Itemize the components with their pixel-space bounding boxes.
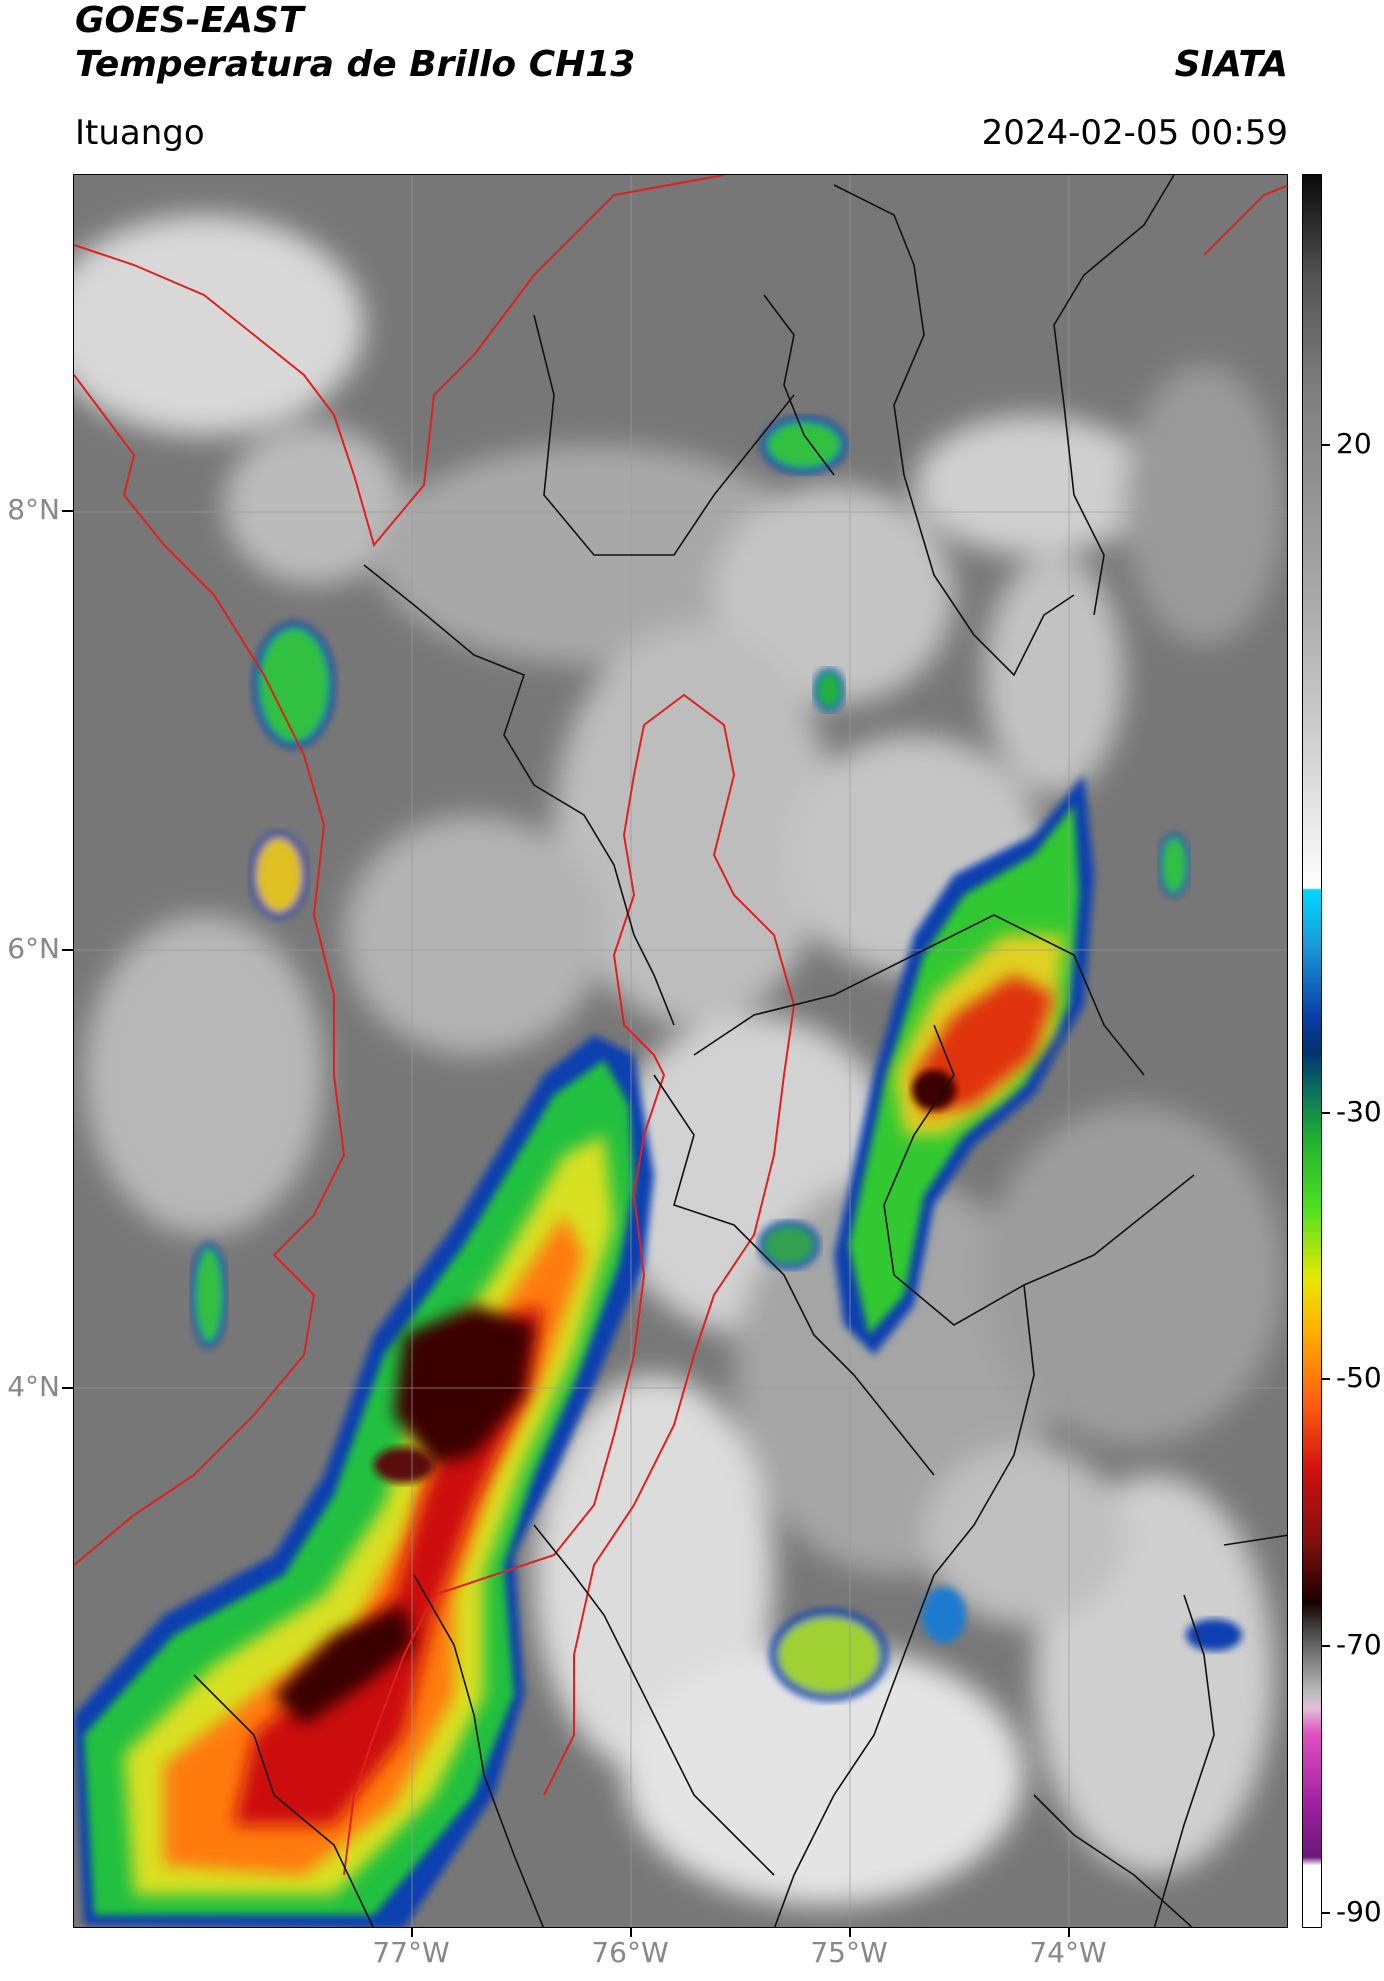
country-border [74, 175, 1287, 1876]
temperature-colorbar [1302, 174, 1322, 1928]
small-convective-cells [190, 416, 1242, 1701]
datetime-label: 2024-02-05 00:59 [981, 113, 1288, 153]
lat-label-4n: 4°N [7, 1370, 60, 1403]
lat-tick-4n [62, 1387, 73, 1389]
lon-tick-77w [411, 1928, 413, 1937]
colorbar-tick-minus90 [1322, 1912, 1330, 1914]
lon-label-74w: 74°W [1029, 1936, 1107, 1969]
lon-label-75w: 75°W [810, 1936, 888, 1969]
lon-label-76w: 76°W [591, 1936, 669, 1969]
lon-tick-76w [630, 1928, 632, 1937]
colorbar-label-minus90: -90 [1336, 1895, 1382, 1928]
lat-tick-8n [62, 510, 73, 512]
cloud-texture [74, 215, 1284, 1905]
lat-tick-6n [62, 949, 73, 951]
colorbar-label-minus50: -50 [1336, 1361, 1382, 1394]
colorbar-tick-minus30 [1322, 1112, 1330, 1114]
department-borders [193, 175, 1287, 1927]
colorbar-label-minus70: -70 [1336, 1628, 1382, 1661]
lat-label-6n: 6°N [7, 932, 60, 965]
colorbar-tick-minus50 [1322, 1378, 1330, 1380]
lon-label-77w: 77°W [372, 1936, 450, 1969]
convective-cell-east [834, 775, 1094, 1355]
satellite-map[interactable] [73, 174, 1288, 1928]
brand-label: SIATA [1174, 44, 1288, 85]
location-label: Ituango [75, 113, 205, 153]
lon-tick-75w [849, 1928, 851, 1937]
map-canvas [74, 175, 1287, 1927]
colorbar-tick-20 [1322, 444, 1330, 446]
lat-label-8n: 8°N [7, 493, 60, 526]
product-subtitle: Temperatura de Brillo CH13 [75, 44, 636, 85]
colorbar-label-20: 20 [1336, 427, 1372, 460]
lon-tick-74w [1068, 1928, 1070, 1937]
convective-complex-south [74, 1035, 654, 1927]
colorbar-tick-minus70 [1322, 1645, 1330, 1647]
product-title: GOES-EAST [75, 0, 304, 41]
colorbar-label-minus30: -30 [1336, 1095, 1382, 1128]
